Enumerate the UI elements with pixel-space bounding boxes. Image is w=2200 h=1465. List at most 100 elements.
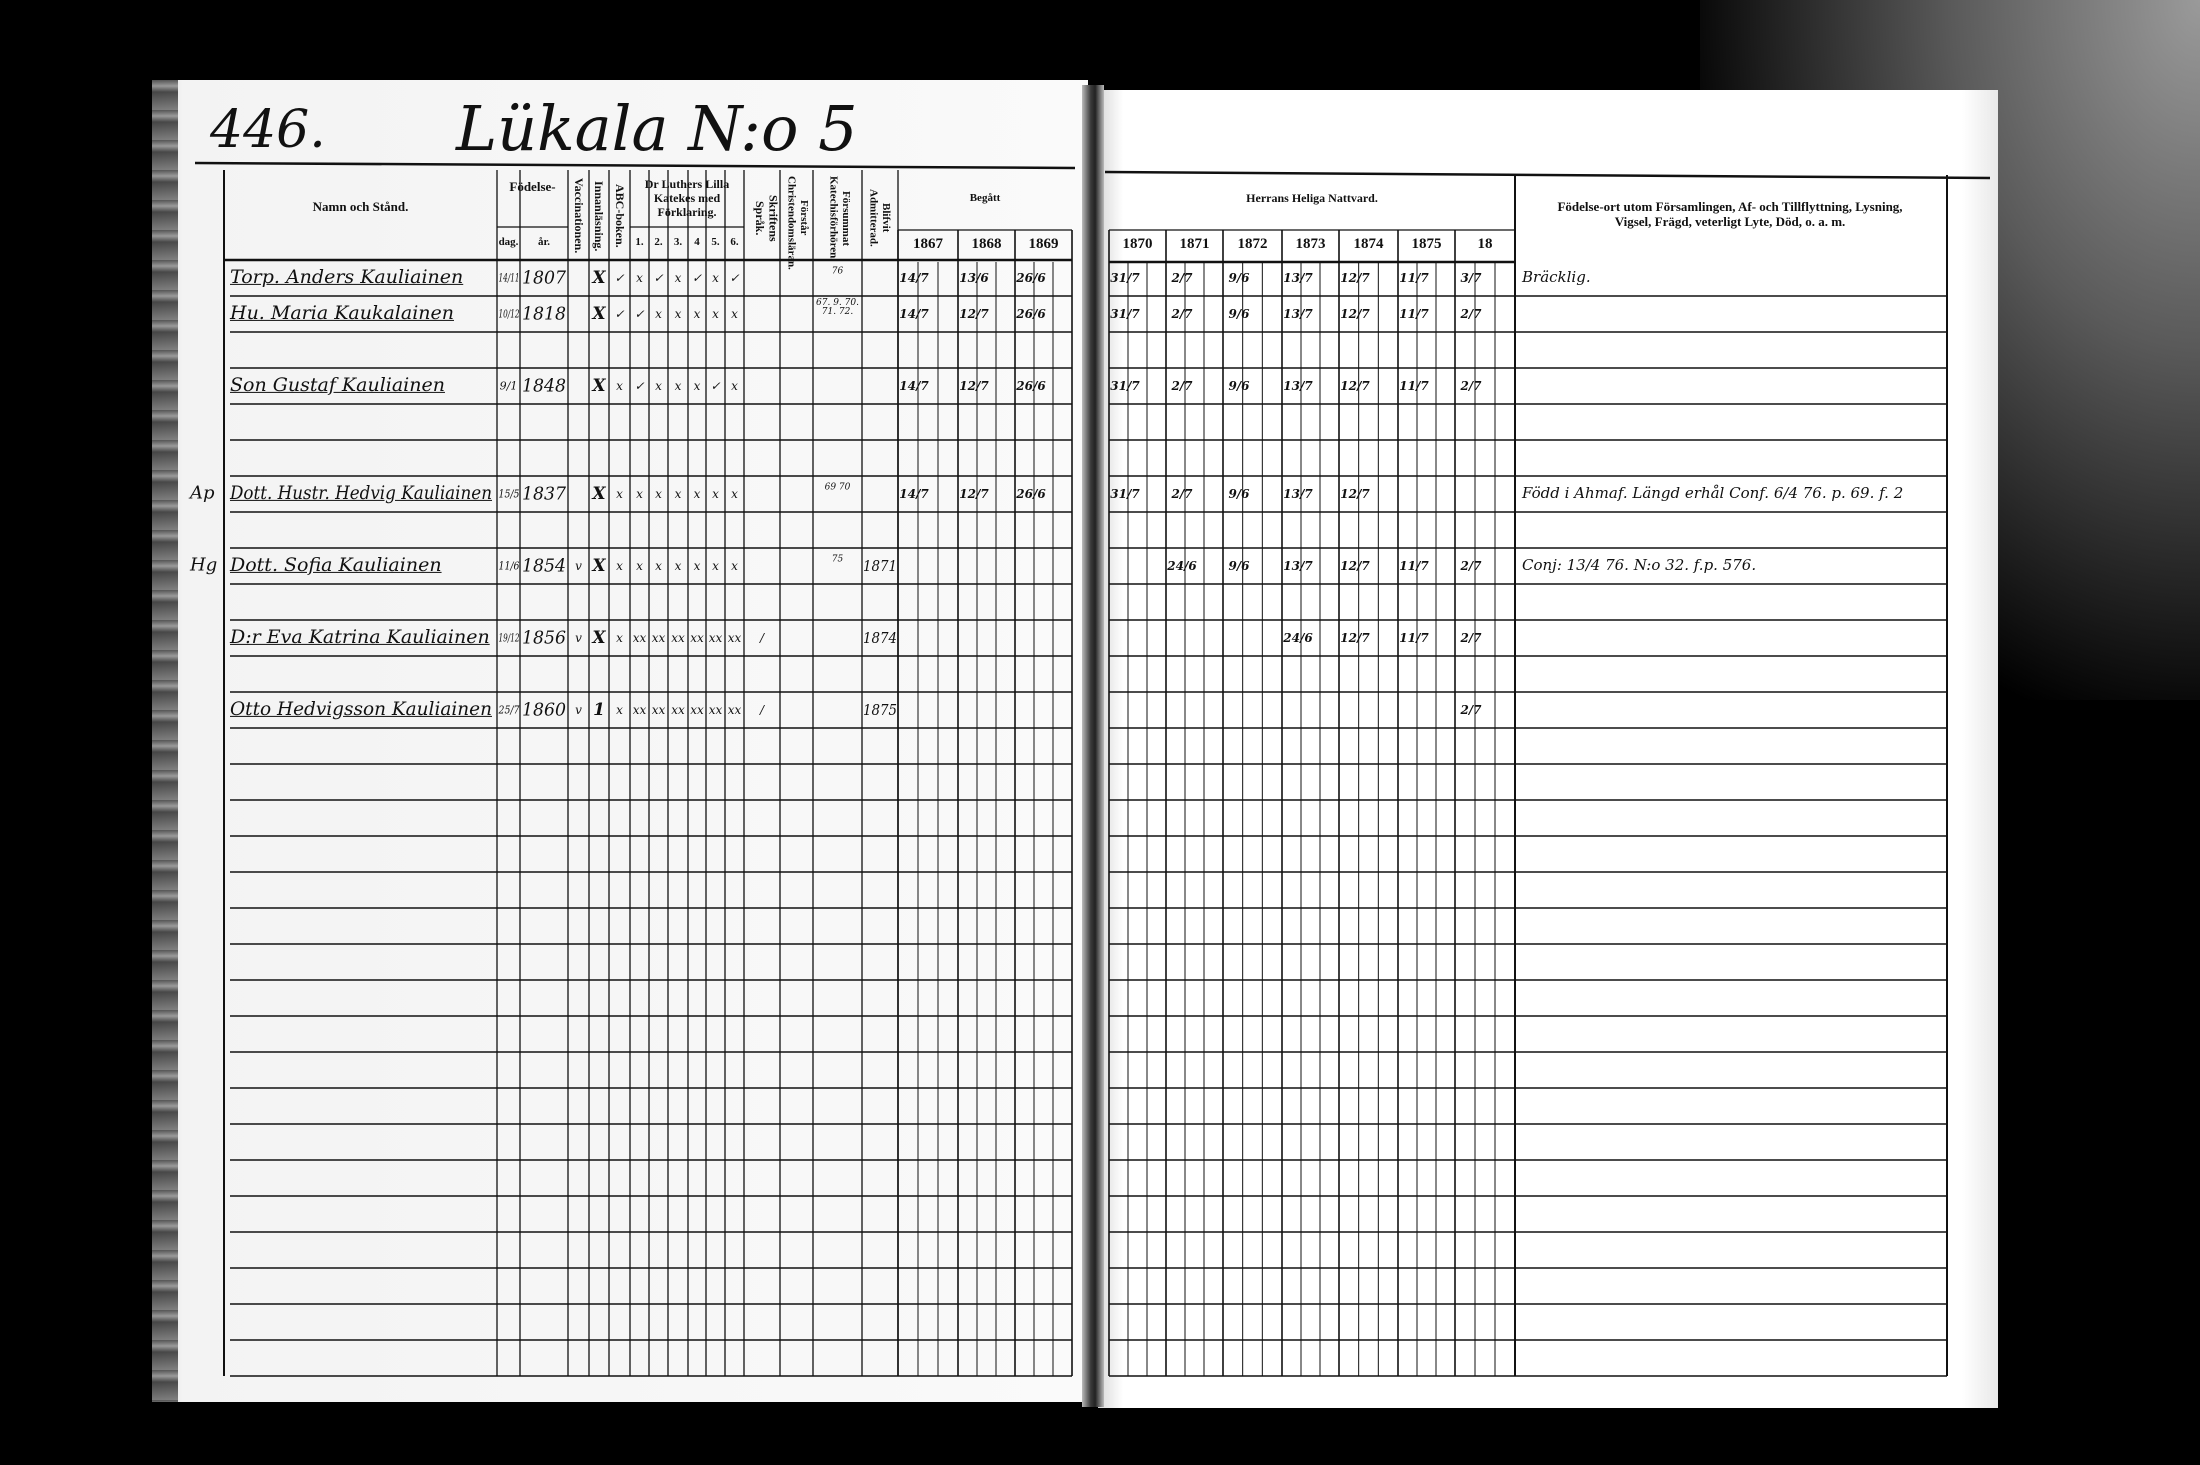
communion-date: 2/7 [1171, 271, 1193, 285]
remark-note: Bräcklig. [1522, 268, 1591, 287]
progress-mark: X [592, 376, 606, 396]
communion-date: 2/7 [1460, 631, 1482, 645]
progress-mark: x [674, 307, 682, 321]
birth-year: 1807 [522, 267, 566, 289]
progress-mark: xx [690, 703, 704, 717]
margin-mark: Ap [190, 482, 215, 504]
progress-mark: ✓ [729, 271, 740, 285]
header-catechism-part: 3. [673, 236, 683, 248]
progress-mark: x [655, 379, 662, 393]
birth-day: 25/7 [498, 703, 519, 717]
progress-mark: x [616, 487, 623, 501]
entry-name: Torp. Anders Kauliainen [230, 265, 464, 288]
missed-catechism: 75 [831, 554, 844, 565]
header-birth: Födelse- [509, 179, 556, 194]
progress-mark: x [674, 271, 682, 285]
progress-mark: X [592, 556, 606, 576]
communion-date: 12/7 [1340, 379, 1370, 393]
birth-day: 14/11 [498, 271, 519, 285]
entry-name: Son Gustaf Kauliainen [230, 373, 445, 396]
progress-mark: / [759, 703, 765, 717]
birth-year: 1860 [522, 699, 566, 721]
communion-date: 13/7 [1283, 271, 1313, 285]
communion-date: 9/6 [1228, 487, 1250, 501]
communion-date: 12/7 [959, 379, 989, 393]
progress-mark: x [731, 379, 738, 393]
progress-mark: x [674, 379, 682, 393]
communion-date: 11/7 [1399, 379, 1429, 393]
header-catechism: Dr Luthers Lilla Katekes med Förklaring. [644, 177, 730, 219]
book-binding [152, 80, 178, 1402]
communion-date: 2/7 [1460, 703, 1482, 717]
entry-name: Dott. Hustr. Hedvig Kauliainen [230, 481, 492, 504]
progress-mark: x [616, 703, 623, 717]
communion-date: 14/7 [899, 307, 929, 321]
communion-date: 12/7 [1340, 631, 1370, 645]
header-catechism-part: 4 [694, 236, 700, 248]
header-understands: Förstår Christendomsläran. [785, 176, 810, 270]
progress-mark: x [731, 559, 738, 573]
communion-date: 11/7 [1399, 307, 1429, 321]
book-spine [1082, 85, 1104, 1407]
progress-mark: ✓ [634, 307, 645, 321]
birth-day: 19/12 [498, 631, 519, 645]
communion-date: 12/7 [959, 307, 989, 321]
communion-date: 3/7 [1460, 271, 1482, 285]
remark-note: Född i Ahmaf. Längd erhål Conf. 6/4 76. … [1522, 484, 1904, 503]
communion-date: 12/7 [1340, 487, 1370, 501]
header-vaccination: Vaccinationen. [571, 178, 586, 254]
progress-mark: x [616, 631, 623, 645]
birth-day: 11/6 [498, 559, 519, 573]
left-page [152, 80, 1088, 1402]
communion-date: 2/7 [1171, 307, 1193, 321]
progress-mark: x [712, 271, 719, 285]
communion-date: 2/7 [1460, 559, 1482, 573]
communion-date: 26/6 [1016, 271, 1046, 285]
communion-date: 9/6 [1228, 379, 1250, 393]
right-page [1098, 90, 1998, 1408]
header-top-rule [194, 161, 1076, 170]
progress-mark: / [759, 631, 765, 645]
communion-date: 11/7 [1399, 631, 1429, 645]
progress-mark: x [731, 487, 738, 501]
entry-name: D:r Eva Katrina Kauliainen [230, 625, 490, 648]
communion-date: 24/6 [1167, 559, 1197, 573]
progress-mark: v [575, 703, 582, 717]
progress-mark: X [592, 268, 606, 288]
progress-mark: ✓ [653, 271, 664, 285]
progress-mark: xx [727, 631, 742, 645]
communion-date: 12/7 [959, 487, 989, 501]
communion-date: 13/7 [1283, 379, 1313, 393]
birth-year: 1818 [522, 303, 566, 325]
progress-mark: ✓ [691, 271, 703, 285]
header-year: 18 [1477, 236, 1493, 252]
progress-mark: xx [651, 631, 666, 645]
birth-day: 9/1 [499, 379, 518, 393]
communion-date: 14/7 [899, 487, 929, 501]
progress-mark: xx [727, 703, 742, 717]
communion-date: 11/7 [1399, 559, 1429, 573]
communion-date: 26/6 [1016, 487, 1046, 501]
header-admitted: Blifvit Admitterad. [867, 189, 892, 247]
header-name: Namn och Stånd. [312, 199, 409, 214]
progress-mark: x [674, 559, 682, 573]
progress-mark: x [693, 487, 701, 501]
progress-mark: x [693, 307, 701, 321]
progress-mark: x [693, 379, 701, 393]
progress-mark: 1 [593, 700, 605, 720]
header-year: 1873 [1295, 236, 1326, 252]
progress-mark: x [712, 559, 719, 573]
progress-mark: x [655, 559, 662, 573]
progress-mark: v [575, 631, 582, 645]
progress-mark: xx [651, 703, 666, 717]
progress-mark: x [636, 487, 643, 501]
birth-year: 1837 [522, 483, 566, 505]
communion-date: 9/6 [1228, 271, 1250, 285]
header-year: 1870 [1122, 236, 1153, 252]
progress-mark: x [655, 487, 662, 501]
progress-mark: x [636, 271, 643, 285]
progress-mark: xx [671, 631, 685, 645]
communion-date: 12/7 [1340, 307, 1370, 321]
progress-mark: x [731, 307, 738, 321]
progress-mark: xx [708, 703, 723, 717]
